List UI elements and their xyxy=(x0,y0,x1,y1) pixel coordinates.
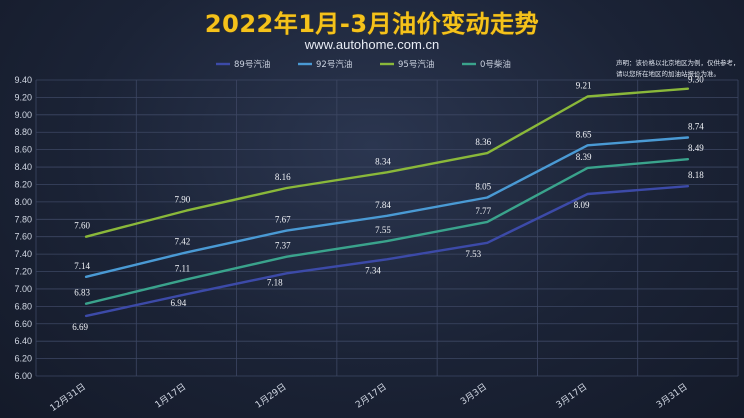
y-tick-label: 9.40 xyxy=(14,75,32,85)
series-layer xyxy=(84,87,690,318)
chart-title: 2022年1月-3月油价变动走势 xyxy=(204,10,540,38)
chart-subtitle: www.autohome.com.cn xyxy=(304,37,440,52)
y-tick-label: 6.60 xyxy=(14,319,32,329)
data-label: 7.55 xyxy=(375,225,391,235)
y-tick-label: 7.00 xyxy=(14,284,32,294)
legend-label: 0号柴油 xyxy=(480,59,511,70)
x-tick-label: 2月17日 xyxy=(354,381,389,410)
data-label: 9.21 xyxy=(576,81,592,91)
x-tick-label: 1月29日 xyxy=(253,381,288,410)
x-tick-label: 1月17日 xyxy=(153,381,188,410)
data-label: 8.65 xyxy=(576,129,592,139)
y-tick-label: 7.80 xyxy=(14,214,32,224)
y-tick-label: 9.00 xyxy=(14,110,32,120)
series-line xyxy=(84,136,690,278)
data-label: 6.69 xyxy=(72,322,88,332)
legend-label: 95号汽油 xyxy=(398,59,434,70)
data-label-layer: 6.69 6.94 7.18 7.34 7.53 8.09 8.18 7.14 7.42 7.67… xyxy=(72,75,704,332)
legend-label: 89号汽油 xyxy=(234,59,270,70)
data-label: 7.37 xyxy=(275,241,291,251)
x-tick-label: 3月31日 xyxy=(654,381,689,410)
y-tick-label: 7.40 xyxy=(14,249,32,259)
data-label: 8.49 xyxy=(688,143,704,153)
data-label: 8.09 xyxy=(574,200,590,210)
data-label: 7.67 xyxy=(275,215,291,225)
x-tick-label: 12月31日 xyxy=(48,381,88,413)
x-tick-label: 3月17日 xyxy=(554,381,589,410)
data-label: 7.60 xyxy=(74,221,90,231)
y-tick-label: 8.40 xyxy=(14,162,32,172)
legend-label: 92号汽油 xyxy=(316,59,352,70)
y-tick-label: 6.20 xyxy=(14,354,32,364)
y-tick-label: 7.60 xyxy=(14,232,32,242)
y-tick-label: 6.80 xyxy=(14,301,32,311)
data-label: 7.53 xyxy=(465,249,481,259)
data-label: 7.90 xyxy=(175,195,191,205)
data-label: 7.14 xyxy=(74,261,90,271)
data-label: 7.84 xyxy=(375,200,391,210)
data-label: 6.94 xyxy=(171,298,187,308)
y-tick-label: 8.60 xyxy=(14,145,32,155)
y-tick-label: 7.20 xyxy=(14,267,32,277)
grid-layer xyxy=(35,79,739,377)
data-label: 8.16 xyxy=(275,172,291,182)
data-label: 7.42 xyxy=(175,236,191,246)
data-label: 8.39 xyxy=(576,152,592,162)
axis-layer: 6.00 6.20 6.40 6.60 6.80 7.00 7.20 7.40 7.60 7.80… xyxy=(14,75,689,414)
data-label: 7.77 xyxy=(475,206,491,216)
data-label: 8.05 xyxy=(475,182,491,192)
y-tick-label: 6.40 xyxy=(14,336,32,346)
data-label: 7.18 xyxy=(267,277,283,287)
legend: 89号汽油 92号汽油 95号汽油 0号柴油 xyxy=(216,59,511,70)
y-tick-label: 8.20 xyxy=(14,179,32,189)
data-label: 8.36 xyxy=(475,137,491,147)
data-label: 6.83 xyxy=(74,288,90,298)
x-tick-label: 3月3日 xyxy=(459,381,489,407)
series-line xyxy=(84,87,690,238)
series-line xyxy=(84,157,690,305)
series-line xyxy=(84,184,690,318)
data-label: 8.34 xyxy=(375,156,391,166)
data-label: 8.74 xyxy=(688,121,704,131)
data-label: 7.34 xyxy=(365,265,381,275)
y-tick-label: 6.00 xyxy=(14,371,32,381)
y-tick-label: 8.00 xyxy=(14,197,32,207)
y-tick-label: 8.80 xyxy=(14,127,32,137)
data-label: 7.11 xyxy=(175,263,190,273)
data-label: 9.30 xyxy=(688,75,704,85)
y-tick-label: 9.20 xyxy=(14,92,32,102)
disclaimer-note: 声明：该价格以北京地区为例，仅供参考，请以您所在地区的加油站报价为准。 xyxy=(616,59,740,78)
data-label: 8.18 xyxy=(688,170,704,180)
